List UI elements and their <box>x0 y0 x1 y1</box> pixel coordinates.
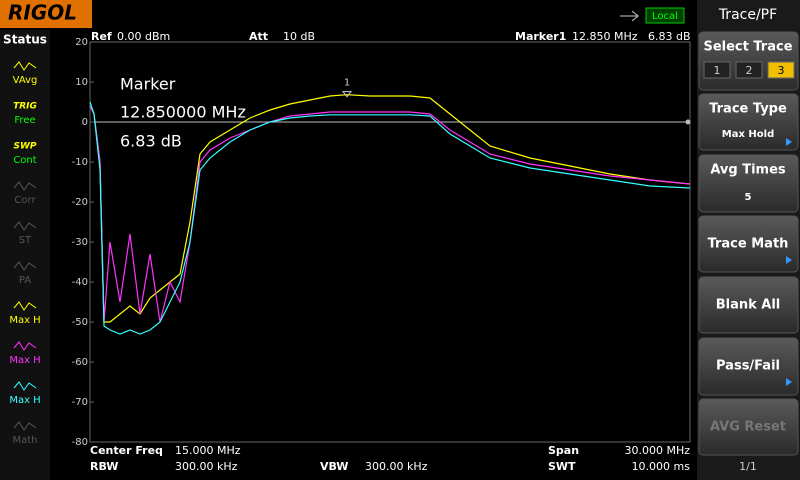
att-label: Att <box>249 30 268 43</box>
trace-option-label: 3 <box>778 64 785 77</box>
y-tick-label: -40 <box>72 277 88 288</box>
pass-fail-button[interactable] <box>698 337 799 396</box>
trace-type-button[interactable] <box>698 93 799 151</box>
trace-options: 1 2 3 <box>703 61 795 79</box>
marker-point <box>341 91 353 98</box>
marker-freq: 12.850 MHz <box>572 30 638 43</box>
trace-option-label: 2 <box>746 64 753 77</box>
status-items: VAvg TRIG Free SWP Cont Corr ST PA Max H Max H Max… <box>9 61 41 446</box>
marker-label: Marker1 <box>515 30 566 43</box>
trace-type-value: Max Hold <box>722 129 774 140</box>
ref-label: Ref <box>91 30 112 43</box>
submenu-arrow <box>786 378 792 386</box>
status-icon <box>13 341 37 351</box>
status-item-bottom: Math <box>12 435 37 446</box>
logo: RIGOL <box>8 1 77 25</box>
trace-math-button[interactable] <box>698 215 799 273</box>
status-icon <box>13 381 37 391</box>
rbw-label: RBW <box>90 460 118 473</box>
y-tick-label: -30 <box>72 237 88 248</box>
y-tick-label: -20 <box>72 197 88 208</box>
status-item-bottom: Max H <box>9 355 40 366</box>
center-value: 15.000 MHz <box>175 444 241 457</box>
att-value: 10 dB <box>283 30 315 43</box>
y-tick-label: 10 <box>75 77 88 88</box>
local-label: Local <box>652 11 678 22</box>
blank-all-button[interactable] <box>698 276 799 334</box>
marker-number: 1 <box>344 78 350 89</box>
select-trace-label: Select Trace <box>703 40 792 55</box>
blank-all-label: Blank All <box>716 298 781 313</box>
avg-times-value: 5 <box>745 192 752 203</box>
y-tick-label: -10 <box>72 157 88 168</box>
trace-option[interactable] <box>735 61 763 79</box>
submenu-arrow <box>786 138 792 146</box>
y-tick-label: 0 <box>82 117 88 128</box>
status-item-bottom: ST <box>19 235 32 246</box>
status-item-bottom: PA <box>19 275 31 286</box>
status-icon <box>13 61 37 71</box>
ref-level-dot <box>685 119 691 125</box>
marker-readout-title: Marker <box>120 75 176 94</box>
status-icon <box>13 221 37 231</box>
swt-value: 10.000 ms <box>632 460 691 473</box>
status-item-bottom: Free <box>14 115 35 126</box>
y-tick-label: -80 <box>72 437 88 448</box>
span-label: Span <box>548 444 579 457</box>
trace-option-label: 1 <box>714 64 721 77</box>
menu-page: 1/1 <box>739 460 757 473</box>
y-tick-label: -50 <box>72 317 88 328</box>
logo-bg <box>0 0 92 28</box>
y-tick-label: 20 <box>75 37 88 48</box>
avg-reset-label: AVG Reset <box>710 420 786 435</box>
avg-times-label: Avg Times <box>710 163 786 178</box>
status-item-top: SWP <box>13 142 36 152</box>
trace-type-label: Trace Type <box>709 102 787 117</box>
rbw-value: 300.00 kHz <box>175 460 238 473</box>
marker-readout-freq: 12.850000 MHz <box>120 103 246 122</box>
status-item-bottom: Cont <box>13 155 36 166</box>
status-item-bottom: Max H <box>9 315 40 326</box>
status-item-top: TRIG <box>13 102 37 112</box>
trace-line <box>89 94 691 323</box>
marker-amp: 6.83 dB <box>648 30 691 43</box>
center-label: Center Freq <box>90 444 163 457</box>
status-item-bottom: Max H <box>9 395 40 406</box>
marker-readout-amp: 6.83 dB <box>120 132 182 151</box>
status-item-bottom: VAvg <box>13 75 38 86</box>
vbw-label: VBW <box>320 460 348 473</box>
usb-icon <box>620 10 639 22</box>
status-item-bottom: Corr <box>14 195 36 206</box>
status-panel <box>0 30 50 480</box>
status-title: Status <box>3 33 47 47</box>
ref-value: 0.00 dBm <box>117 30 170 43</box>
pass-fail-label: Pass/Fail <box>716 359 780 374</box>
trace-option[interactable] <box>703 61 731 79</box>
y-tick-label: -70 <box>72 397 88 408</box>
avg-reset-button[interactable] <box>698 398 799 456</box>
status-icon <box>13 181 37 191</box>
local-badge <box>645 7 685 24</box>
menu-title: Trace/PF <box>718 7 777 23</box>
trace-option[interactable] <box>767 61 795 79</box>
vbw-value: 300.00 kHz <box>365 460 428 473</box>
span-value: 30.000 MHz <box>624 444 690 457</box>
y-tick-label: -60 <box>72 357 88 368</box>
status-icon <box>13 301 37 311</box>
status-icon <box>13 421 37 431</box>
trace-line <box>89 101 691 335</box>
trace-math-label: Trace Math <box>708 237 789 252</box>
submenu-arrow <box>786 256 792 264</box>
status-icon <box>13 261 37 271</box>
swt-label: SWT <box>548 460 576 473</box>
avg-times-button[interactable] <box>698 154 799 213</box>
